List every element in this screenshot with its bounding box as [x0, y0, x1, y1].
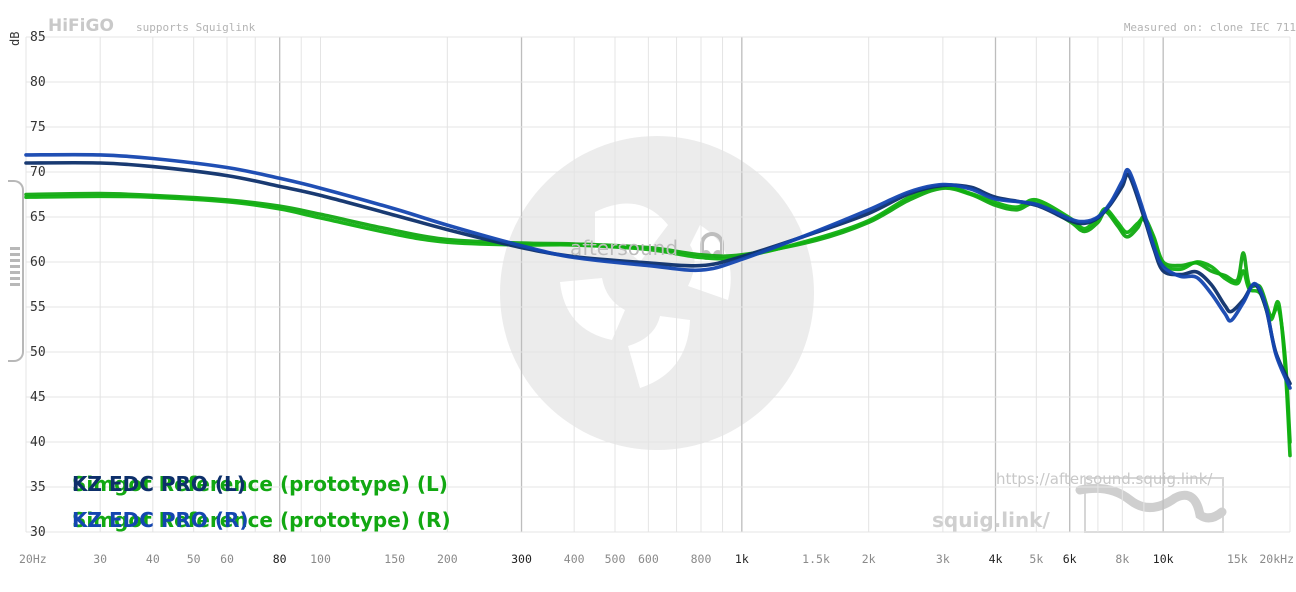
x-tick-label: 20Hz — [19, 552, 47, 566]
x-tick-label: 20kHz — [1259, 552, 1294, 566]
y-tick-label: 35 — [30, 480, 46, 495]
x-tick-label: 6k — [1063, 552, 1077, 566]
x-tick-label: 100 — [310, 552, 331, 566]
x-tick-label: 10k — [1153, 552, 1174, 566]
x-tick-label: 300 — [511, 552, 532, 566]
legend-label[interactable]: KZ EDC PRO (L) — [72, 472, 246, 496]
watermark-aftersound: aftersound — [570, 236, 679, 260]
x-tick-label: 4k — [989, 552, 1003, 566]
x-tick-label: 3k — [936, 552, 950, 566]
y-axis-unit: dB — [8, 31, 22, 46]
x-tick-label: 600 — [638, 552, 659, 566]
x-tick-label: 2k — [862, 552, 876, 566]
y-tick-label: 30 — [30, 525, 46, 540]
x-tick-label: 1k — [735, 552, 749, 566]
x-tick-label: 8k — [1115, 552, 1129, 566]
x-tick-label: 150 — [384, 552, 405, 566]
curves[interactable] — [24, 152, 1292, 458]
legend-label[interactable]: Simgot Reference (prototype) (L) — [72, 472, 448, 496]
x-tick-label: 5k — [1029, 552, 1043, 566]
x-tick-label: 200 — [437, 552, 458, 566]
y-tick-label: 60 — [30, 255, 46, 270]
measured-on-text: Measured on: clone IEC 711 — [1123, 21, 1296, 34]
brand-logo: HiFiGO — [48, 16, 114, 36]
x-tick-label: 30 — [93, 552, 107, 566]
x-tick-label: 500 — [605, 552, 626, 566]
y-tick-label: 45 — [30, 390, 46, 405]
supports-text: supports Squiglink — [136, 21, 256, 34]
y-tick-label: 75 — [30, 120, 46, 135]
x-tick-label: 60 — [220, 552, 234, 566]
grip-icon[interactable] — [10, 247, 20, 289]
y-tick-label: 65 — [30, 210, 46, 225]
watermark-squig: squig.link/ — [932, 508, 1050, 532]
y-tick-label: 85 — [30, 30, 46, 45]
y-tick-label: 70 — [30, 165, 46, 180]
x-tick-label: 50 — [187, 552, 201, 566]
watermark-url: https://aftersound.squig.link/ — [996, 470, 1213, 488]
grid — [25, 36, 1291, 533]
curve-series-1[interactable] — [24, 152, 1292, 390]
y-axis: 30 35 40 45 50 55 60 65 70 75 80 85 — [30, 30, 46, 540]
legend-label[interactable]: Simgot Reference (prototype) (R) — [72, 508, 451, 532]
side-panel-handle[interactable] — [8, 180, 24, 362]
x-tick-label: 400 — [564, 552, 585, 566]
y-tick-label: 55 — [30, 300, 46, 315]
x-axis: 20Hz 30 40 50 60 80 100 150 200 300 400 500 600 800 1k… — [19, 552, 1294, 566]
x-tick-label: 40 — [146, 552, 160, 566]
watermark-logo — [500, 136, 814, 450]
x-tick-label: 1.5k — [802, 552, 830, 566]
x-tick-label: 15k — [1227, 552, 1248, 566]
legend-label[interactable]: KZ EDC PRO (R) — [72, 508, 249, 532]
x-tick-label: 80 — [273, 552, 287, 566]
x-tick-label: 800 — [691, 552, 712, 566]
y-tick-label: 80 — [30, 75, 46, 90]
y-tick-label: 50 — [30, 345, 46, 360]
y-tick-label: 40 — [30, 435, 46, 450]
